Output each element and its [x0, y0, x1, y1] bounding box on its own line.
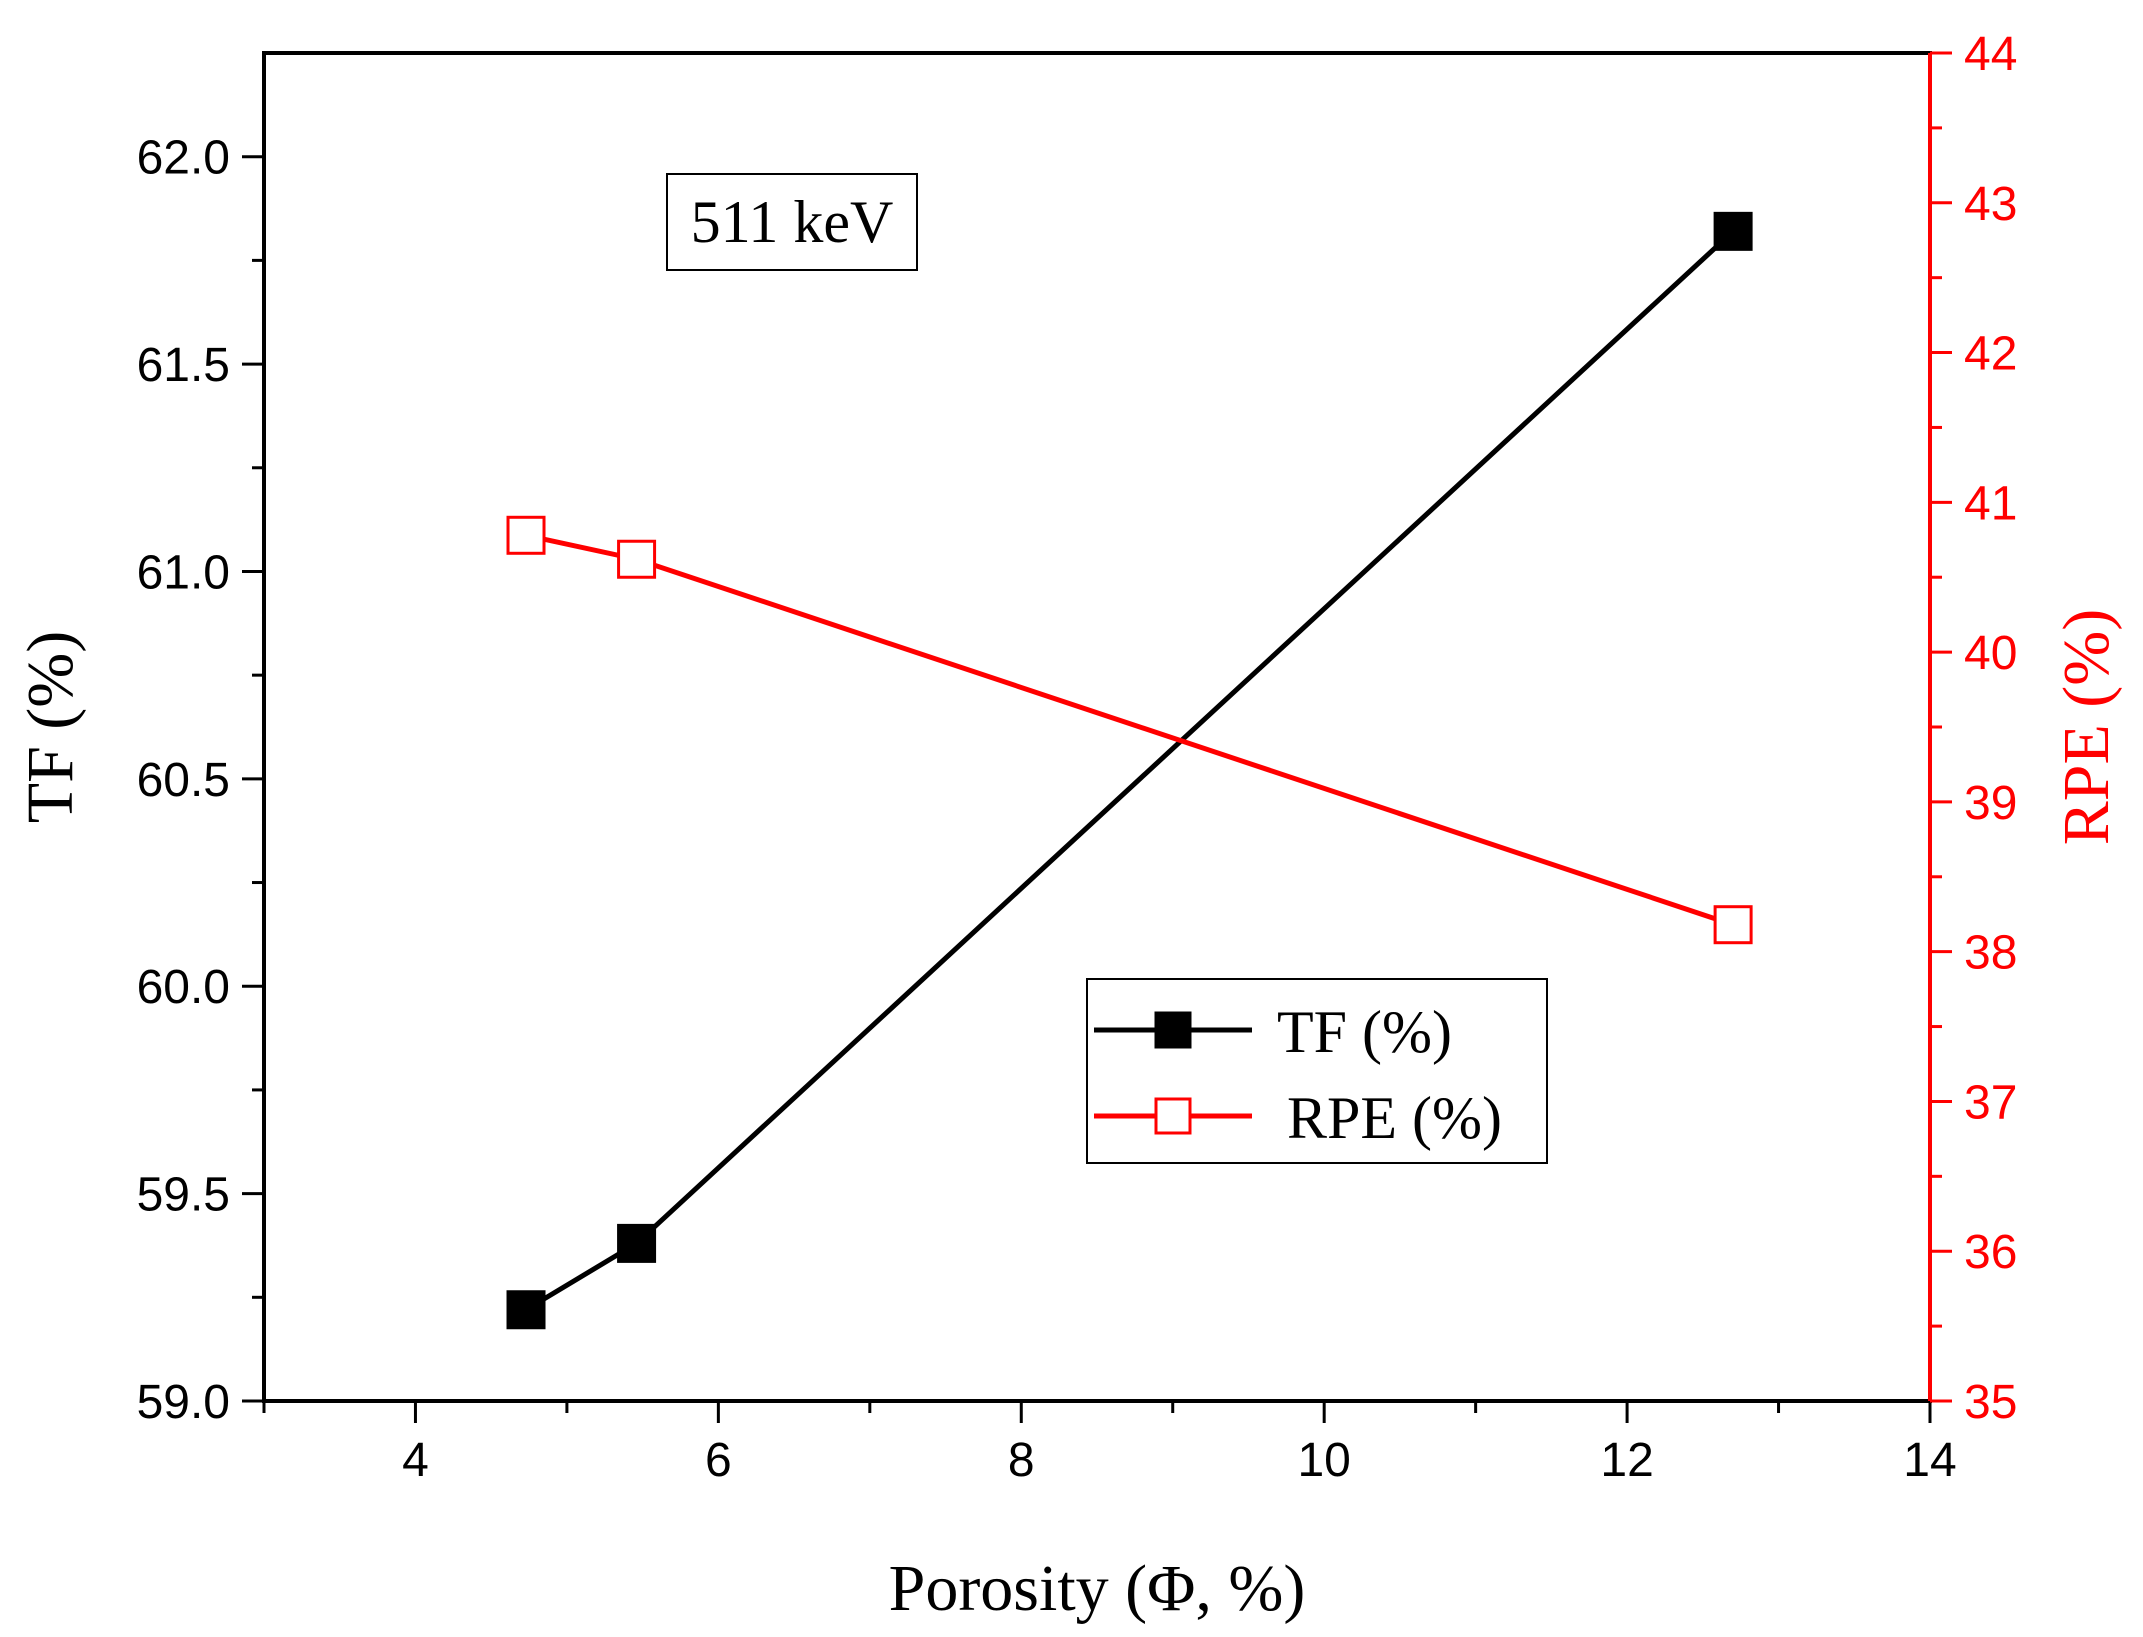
series-layer [506, 211, 1753, 1330]
right-tick-label: 43 [1964, 178, 2017, 231]
left-tick-label: 62.0 [137, 132, 230, 185]
right-axis-ticks: 35 36 37 38 39 40 41 42 43 44 [1930, 28, 2017, 1429]
annotation-box [666, 173, 918, 271]
annotation-text: 511 keV [691, 189, 894, 255]
left-tick-label: 60.5 [137, 754, 230, 807]
x-tick-label: 8 [1008, 1434, 1035, 1487]
legend: TF (%) RPE (%) [1086, 978, 1548, 1164]
x-tick-label: 14 [1903, 1434, 1956, 1487]
rpe-data-point [617, 539, 657, 579]
right-tick-label: 38 [1964, 927, 2017, 980]
rpe-data-point [1713, 905, 1753, 945]
x-tick-label: 4 [402, 1434, 429, 1487]
rpe-data-point [506, 515, 546, 555]
legend-tf-label: TF (%) [1277, 999, 1452, 1065]
x-tick-label: 6 [705, 1434, 732, 1487]
tf-data-point [1713, 211, 1753, 251]
rpe-series-line [525, 532, 1734, 928]
right-tick-label: 40 [1964, 627, 2017, 680]
left-tick-label: 59.5 [137, 1169, 230, 1222]
right-tick-label: 35 [1964, 1376, 2017, 1429]
x-axis-title: Porosity (Φ, %) [889, 1552, 1306, 1625]
left-tick-label: 61.0 [137, 546, 230, 599]
plot-frame [262, 51, 1932, 1403]
legend-tf-marker [1154, 1011, 1192, 1049]
energy-annotation: 511 keV [666, 173, 918, 271]
right-tick-label: 42 [1964, 328, 2017, 381]
right-tick-label: 41 [1964, 477, 2017, 530]
right-tick-label: 44 [1964, 28, 2017, 81]
left-axis-title: TF (%) [14, 631, 87, 823]
x-tick-label: 12 [1600, 1434, 1653, 1487]
left-axis-ticks: 59.0 59.5 60.0 60.5 61.0 61.5 62.0 [137, 132, 264, 1429]
left-tick-label: 61.5 [137, 339, 230, 392]
right-axis-title: RPE (%) [2050, 609, 2123, 845]
tf-data-point [506, 1290, 546, 1330]
tf-data-point [617, 1223, 657, 1263]
legend-rpe-label: RPE (%) [1287, 1085, 1502, 1151]
legend-rpe-marker [1154, 1097, 1192, 1135]
x-axis-ticks: 4 6 8 10 12 14 [262, 1401, 1957, 1487]
right-tick-label: 39 [1964, 777, 2017, 830]
left-tick-label: 60.0 [137, 961, 230, 1014]
right-tick-label: 36 [1964, 1226, 2017, 1279]
x-tick-label: 10 [1297, 1434, 1350, 1487]
left-tick-label: 59.0 [137, 1376, 230, 1429]
right-tick-label: 37 [1964, 1076, 2017, 1129]
